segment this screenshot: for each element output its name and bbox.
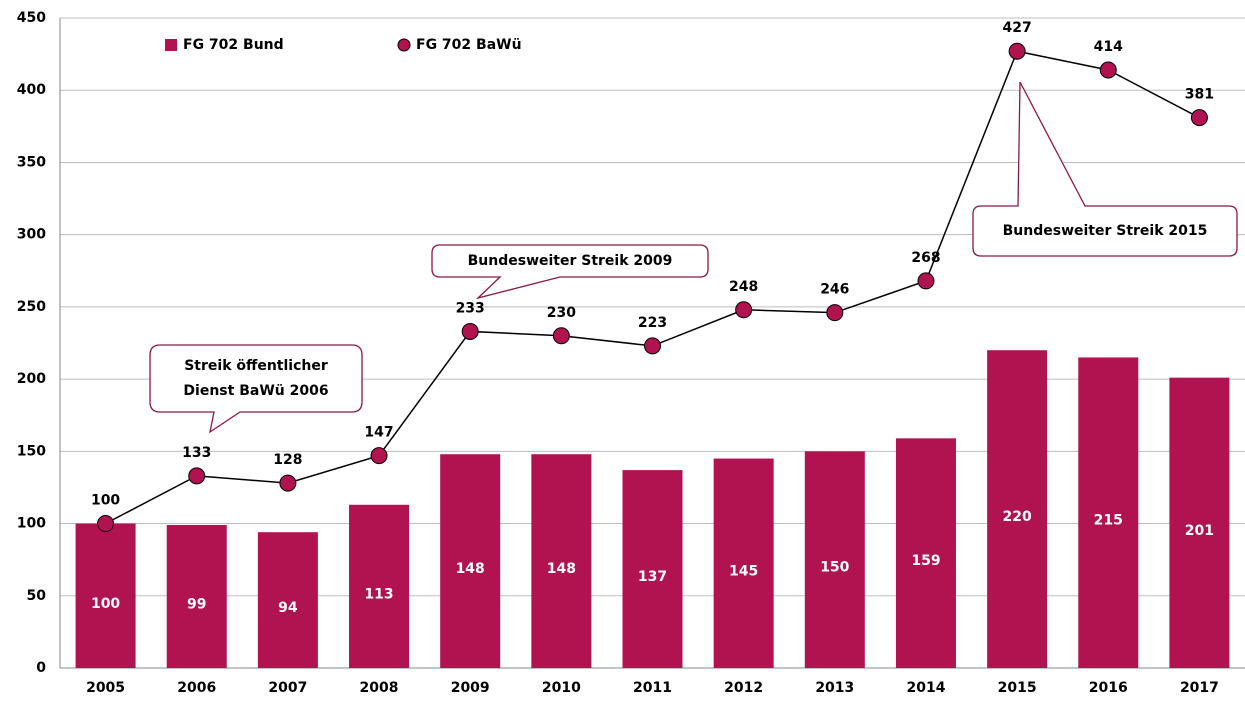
legend-swatch (165, 39, 177, 51)
x-tick-label: 2015 (998, 680, 1037, 696)
bar-value-label: 215 (1094, 513, 1123, 529)
x-tick-label: 2006 (177, 680, 216, 696)
bar (440, 454, 501, 668)
y-tick-label: 300 (17, 227, 46, 243)
bar-value-label: 148 (547, 561, 576, 577)
line-marker (188, 467, 206, 485)
line-value-label: 128 (273, 452, 302, 468)
bar (257, 532, 318, 668)
line-value-label: 133 (182, 445, 211, 461)
line-value-label: 223 (638, 315, 667, 331)
bar (1169, 377, 1230, 668)
bar (622, 470, 683, 668)
y-tick-label: 100 (17, 516, 46, 532)
line-marker (917, 272, 935, 290)
line-marker (552, 327, 570, 345)
bar (987, 350, 1048, 668)
bar-value-label: 94 (278, 600, 298, 616)
bar-value-label: 220 (1002, 509, 1031, 525)
bar-value-label: 145 (729, 563, 758, 579)
y-tick-label: 350 (17, 154, 46, 170)
x-tick-label: 2010 (542, 680, 581, 696)
bar (531, 454, 592, 668)
line-value-label: 381 (1185, 87, 1214, 103)
line-value-label: 230 (547, 305, 576, 321)
bar (349, 504, 410, 668)
line-marker (1008, 42, 1026, 60)
line-value-label: 233 (456, 300, 485, 316)
y-tick-label: 50 (27, 588, 47, 604)
bar-value-label: 150 (820, 560, 849, 576)
line-marker (97, 515, 115, 533)
x-tick-label: 2008 (360, 680, 399, 696)
callout-2015 (972, 81, 1238, 257)
annotation: Bundesweiter Streik 2009 (468, 253, 673, 269)
x-tick-label: 2013 (815, 680, 854, 696)
line-marker (735, 301, 753, 319)
x-tick-label: 2012 (724, 680, 763, 696)
bar (166, 525, 227, 668)
legend-label: FG 702 Bund (183, 37, 284, 53)
x-tick-label: 2017 (1180, 680, 1219, 696)
callout-2009 (431, 244, 709, 300)
y-tick-label: 150 (17, 443, 46, 459)
bar-value-label: 100 (91, 596, 120, 612)
bar-value-label: 137 (638, 569, 667, 585)
y-tick-label: 250 (17, 299, 46, 315)
bar-value-label: 113 (364, 586, 393, 602)
line-marker (644, 337, 661, 355)
y-tick-label: 400 (17, 82, 46, 98)
y-tick-label: 0 (36, 660, 46, 676)
line-marker (826, 304, 844, 322)
bar-value-label: 99 (187, 597, 206, 613)
line-value-label: 100 (91, 493, 120, 509)
bar (1078, 357, 1139, 668)
bar (895, 438, 956, 668)
bar (75, 523, 136, 668)
bar-value-label: 159 (911, 553, 940, 569)
legend-label: FG 702 BaWü (416, 37, 522, 53)
annotation: Bundesweiter Streik 2015 (1003, 223, 1208, 239)
line-marker (370, 447, 388, 465)
line-value-label: 427 (1002, 20, 1031, 36)
annotation: Streik öffentlicher (184, 358, 328, 374)
line-marker (279, 474, 297, 492)
bar (713, 458, 774, 668)
line-value-label: 248 (729, 279, 758, 295)
bar-value-label: 148 (456, 561, 485, 577)
x-tick-label: 2007 (268, 680, 307, 696)
x-tick-label: 2014 (906, 680, 945, 696)
line-marker (1190, 109, 1208, 127)
legend-swatch (397, 38, 411, 52)
line-value-label: 246 (820, 282, 849, 298)
y-tick-label: 200 (17, 371, 46, 387)
line-marker (461, 322, 479, 340)
callout-2006 (149, 344, 363, 434)
x-tick-label: 2005 (86, 680, 125, 696)
line-marker (1099, 61, 1117, 79)
bar-value-label: 201 (1185, 523, 1214, 539)
y-tick-label: 450 (17, 10, 46, 26)
bar (804, 451, 865, 668)
x-tick-label: 2016 (1089, 680, 1128, 696)
x-tick-label: 2009 (451, 680, 490, 696)
line-value-label: 147 (364, 425, 393, 441)
x-tick-label: 2011 (633, 680, 672, 696)
annotation: Dienst BaWü 2006 (183, 383, 328, 399)
line-value-label: 414 (1094, 39, 1123, 55)
line-value-label: 268 (911, 250, 940, 266)
